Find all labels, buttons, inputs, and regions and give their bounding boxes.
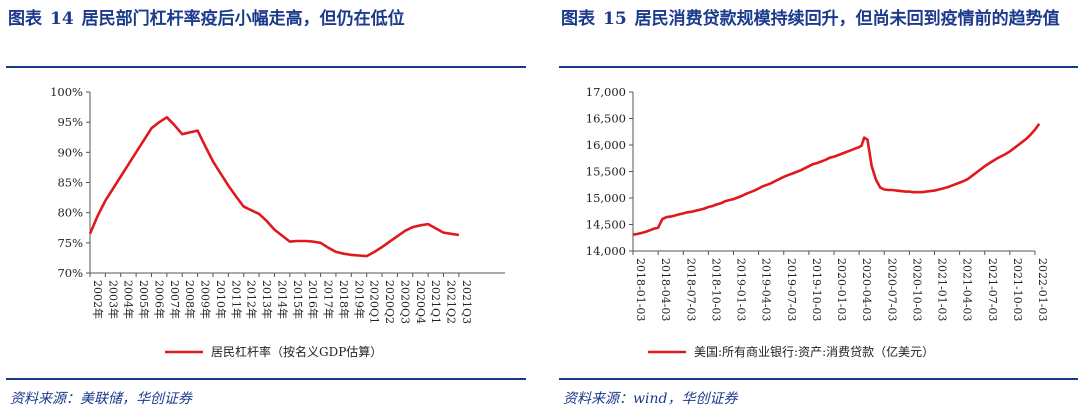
legend-label: 美国:所有商业银行:资产:消费贷款（亿美元） <box>694 344 934 359</box>
title-rule <box>559 66 1078 68</box>
y-tick-label: 16,000 <box>586 138 626 152</box>
figure-title-text: 居民消费贷款规模持续回升，但尚未回到疫情前的趋势值 <box>634 9 1060 29</box>
series-line <box>88 115 460 258</box>
x-tick-label: 2002年 <box>91 280 105 319</box>
x-tick-label: 2020Q2 <box>383 280 396 324</box>
x-tick-label: 2020-10-03 <box>910 258 923 321</box>
x-tick-label: 2018年 <box>337 280 351 319</box>
x-tick-label: 2016年 <box>306 280 320 319</box>
x-tick-label: 2021Q3 <box>460 280 473 324</box>
figure-title-text: 居民部门杠杆率疫后小幅走高，但仍在低位 <box>81 9 405 29</box>
x-tick-label: 2018-10-03 <box>709 258 722 321</box>
figure-number: 15 <box>603 9 627 29</box>
x-tick-label: 2009年 <box>199 280 213 319</box>
source-note-14: 资料来源：美联储，华创证券 <box>10 391 192 407</box>
figure-number: 14 <box>50 9 74 29</box>
series-line <box>632 123 1041 236</box>
consumer-loans-chart: 14,000 14,500 15,000 15,500 16,000 16,500 17,0… <box>586 85 1049 359</box>
y-tick-label: 85% <box>57 176 83 190</box>
y-tick-label: 75% <box>57 236 83 250</box>
x-tick-label: 2021-04-03 <box>961 258 974 321</box>
x-tick-label: 2021-07-03 <box>986 258 999 321</box>
x-tick-label: 2021Q2 <box>445 280 458 324</box>
x-tick-label: 2019年 <box>352 280 366 319</box>
x-tick-label: 2020-01-03 <box>835 258 848 321</box>
x-tick-label: 2011年 <box>229 280 243 319</box>
x-tick-label: 2019-10-03 <box>810 258 823 321</box>
x-tick-label: 2012年 <box>245 280 259 319</box>
y-tick-label: 80% <box>57 206 83 220</box>
footer-rule <box>6 378 526 380</box>
figure-label: 图表 <box>561 9 595 29</box>
y-tick-label: 15,000 <box>586 191 626 205</box>
x-tick-label: 2020Q4 <box>414 280 427 324</box>
x-tick-label: 2020Q1 <box>368 280 381 324</box>
y-tick-label: 90% <box>57 145 83 159</box>
figure-title-15: 图表 15 居民消费贷款规模持续回升，但尚未回到疫情前的趋势值 <box>561 6 1074 33</box>
chart-panel-15: 图表 15 居民消费贷款规模持续回升，但尚未回到疫情前的趋势值 14,000 14,5… <box>553 0 1080 413</box>
x-tick-label: 2018-04-03 <box>659 258 672 321</box>
x-tick-label: 2017年 <box>322 280 336 319</box>
y-tick-label: 16,500 <box>586 112 626 126</box>
figure-label: 图表 <box>8 9 42 29</box>
x-tick-label: 2021Q1 <box>429 280 442 324</box>
x-tick-label: 2020-07-03 <box>885 258 898 321</box>
title-rule <box>6 66 526 68</box>
x-tick-label: 2014年 <box>275 280 289 319</box>
x-tick-label: 2006年 <box>152 280 166 319</box>
x-tick-label: 2003年 <box>106 280 120 319</box>
x-tick-label: 2019-04-03 <box>760 258 773 321</box>
x-tick-label: 2015年 <box>291 280 305 319</box>
footer-rule <box>559 378 1078 380</box>
x-tick-label: 2018-01-03 <box>634 258 647 321</box>
x-tick-label: 2007年 <box>168 280 182 319</box>
y-tick-label: 100% <box>50 85 83 99</box>
x-tick-label: 2019-07-03 <box>785 258 798 321</box>
x-tick-label: 2013年 <box>260 280 274 319</box>
legend-label: 居民杠杆率（按名义GDP估算） <box>211 344 382 359</box>
x-tick-label: 2008年 <box>183 280 197 319</box>
y-tick-label: 70% <box>57 266 83 280</box>
y-tick-label: 14,000 <box>586 244 626 258</box>
x-tick-label: 2022-01-03 <box>1036 258 1049 321</box>
x-tick-label: 2019-01-03 <box>735 258 748 321</box>
source-note-15: 资料来源：wind，华创证券 <box>563 391 738 407</box>
x-tick-label: 2005年 <box>137 280 151 319</box>
y-tick-label: 15,500 <box>586 165 626 179</box>
figure-title-14: 图表 14 居民部门杠杆率疫后小幅走高，但仍在低位 <box>8 6 522 33</box>
x-tick-label: 2020-04-03 <box>860 258 873 321</box>
y-tick-label: 17,000 <box>586 85 626 99</box>
chart-panel-14: 图表 14 居民部门杠杆率疫后小幅走高，但仍在低位 70% 75% 80% 85% 90% 9… <box>0 0 528 413</box>
x-tick-label: 2021-01-03 <box>936 258 949 321</box>
x-tick-label: 2010年 <box>214 280 228 319</box>
y-tick-label: 95% <box>57 115 83 129</box>
leverage-chart: 70%75%80%85%90%95%100%2002年 2003年 2004年 200… <box>50 85 505 359</box>
y-tick-label: 14,500 <box>586 218 626 232</box>
x-tick-label: 2004年 <box>122 280 136 319</box>
x-tick-label: 2020Q3 <box>398 280 411 324</box>
x-tick-label: 2018-07-03 <box>684 258 697 321</box>
x-tick-label: 2021-10-03 <box>1011 258 1024 321</box>
